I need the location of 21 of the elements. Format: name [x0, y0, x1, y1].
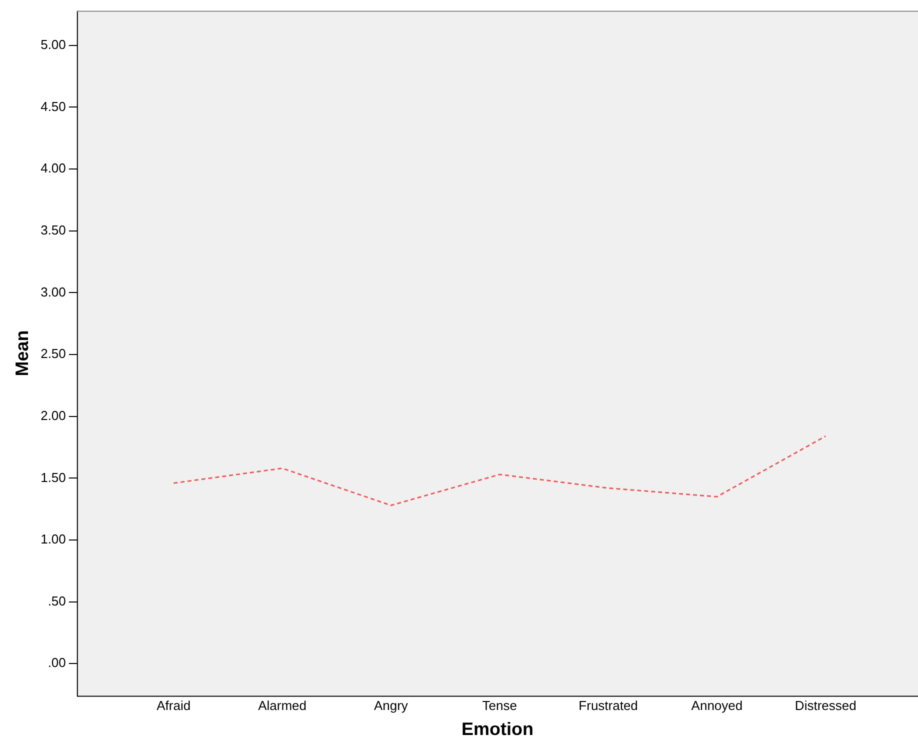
y-tick-label: 4.50	[40, 98, 66, 114]
y-tick-label: 2.50	[40, 346, 66, 362]
y-axis-title: Mean	[12, 330, 32, 376]
line-series	[172, 435, 826, 506]
x-tick-label: Angry	[374, 698, 408, 714]
y-tick-label: 4.00	[40, 160, 66, 176]
y-tick-label: 1.50	[40, 470, 66, 485]
y-tick-label: 3.00	[40, 284, 66, 300]
x-axis-title: Emotion	[461, 719, 534, 740]
y-tick-label: 3.50	[40, 222, 66, 238]
y-tick-label: 5.00	[40, 37, 66, 52]
x-tick-label: Annoyed	[691, 698, 743, 714]
x-tick-label: Distressed	[794, 698, 856, 714]
y-tick-label: .50	[48, 593, 66, 608]
y-tick-label: .00	[48, 655, 66, 670]
x-tick-label: Frustrated	[578, 698, 638, 714]
x-tick-label: Afraid	[156, 698, 191, 714]
y-tick-label: 1.00	[40, 532, 66, 547]
x-tick-label: Alarmed	[258, 698, 306, 714]
x-tick-label: Tense	[482, 698, 517, 714]
y-tick-label: 2.00	[40, 408, 66, 423]
